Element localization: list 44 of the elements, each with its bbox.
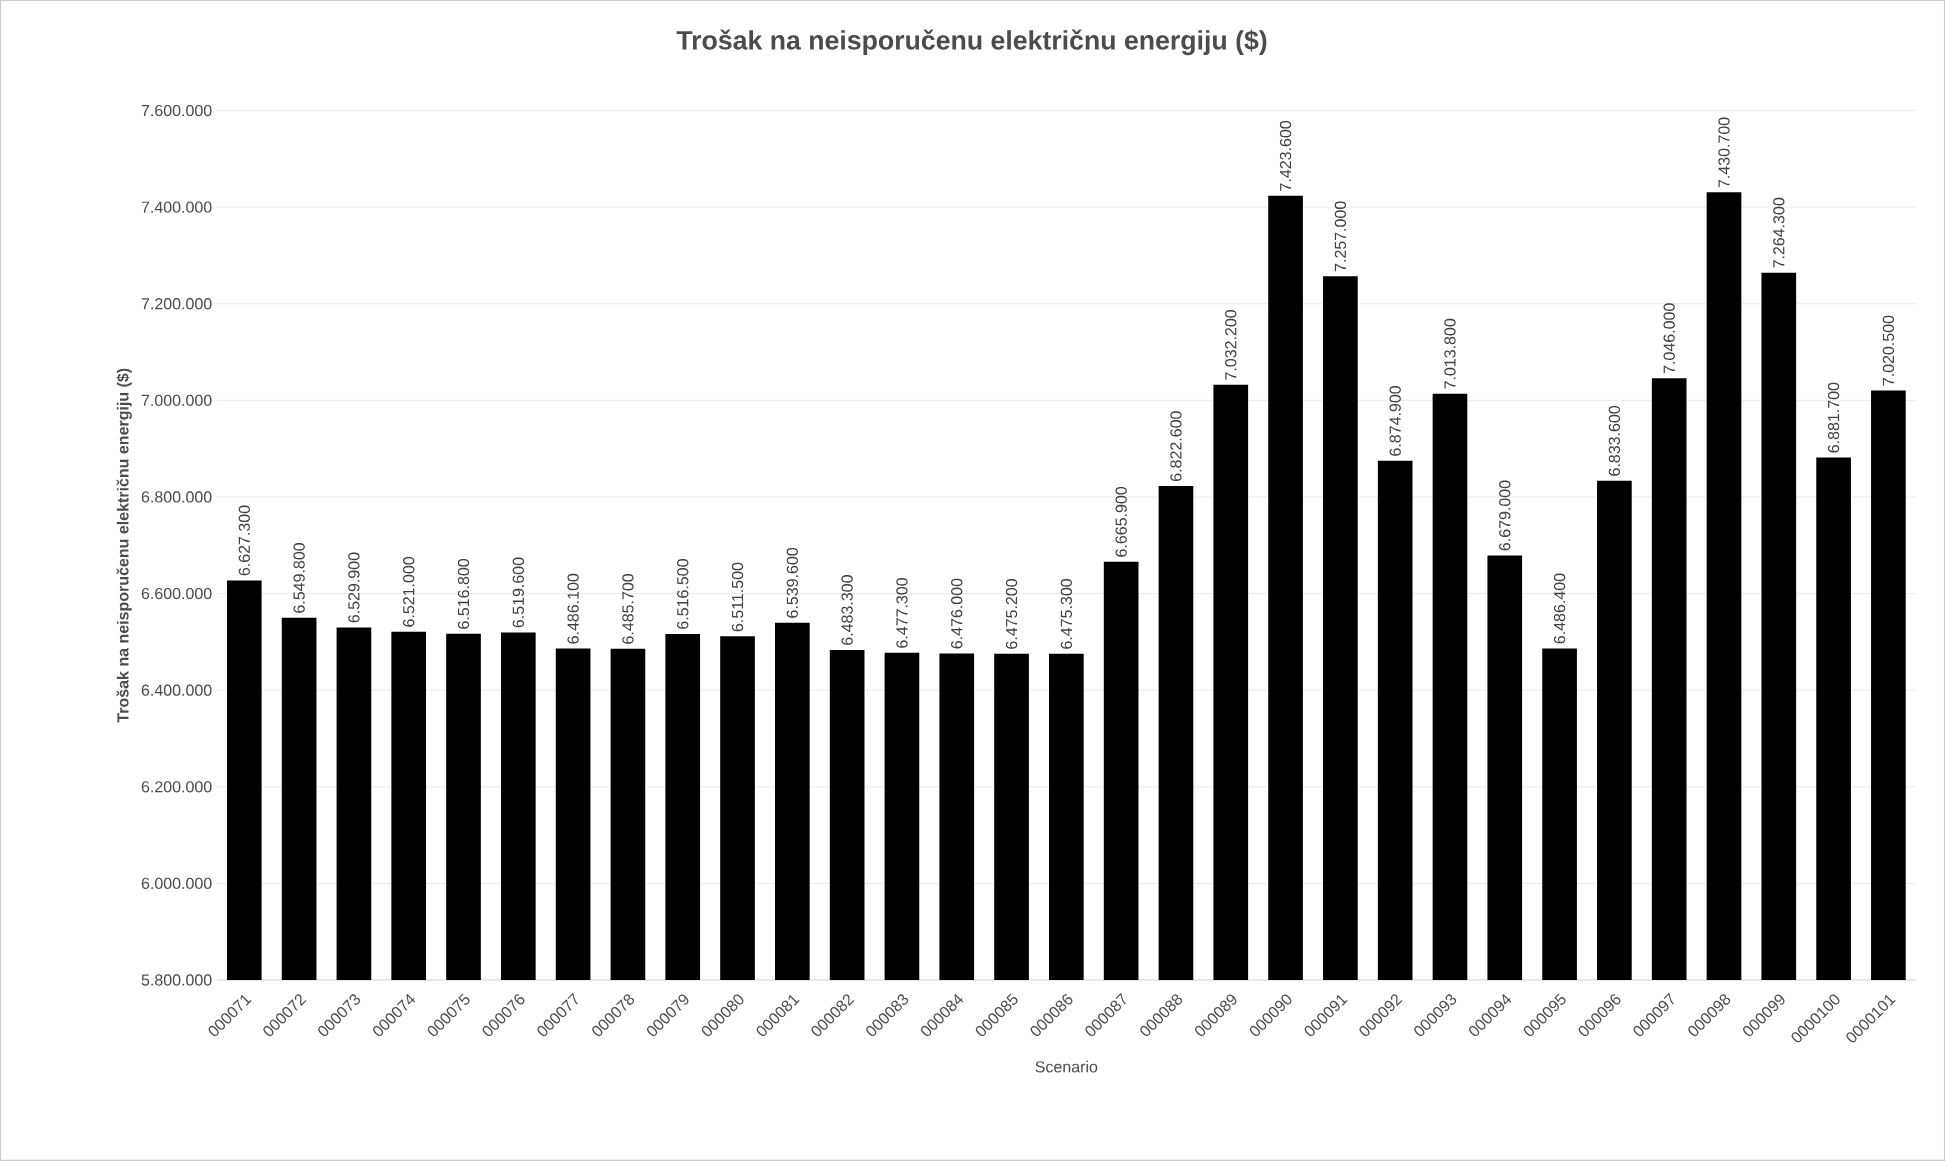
data-label: 6.833.600 <box>1608 405 1621 476</box>
data-label: 6.516.800 <box>457 558 470 629</box>
data-label: 7.032.200 <box>1225 310 1237 380</box>
y-tick-label: 7.000.000 <box>141 394 212 407</box>
y-tick-label: 7.600.000 <box>141 104 212 117</box>
chart-title: Trošak na neisporučenu električnu energiju ($) <box>676 29 1267 56</box>
data-label: 6.679.000 <box>1499 480 1511 551</box>
data-label: 6.516.500 <box>677 559 689 629</box>
data-label: 6.881.700 <box>1827 382 1840 453</box>
data-label: 6.477.300 <box>896 578 908 648</box>
data-label: 7.013.800 <box>1444 318 1456 389</box>
y-tick-label: 7.200.000 <box>141 298 212 310</box>
data-label: 6.627.300 <box>238 505 250 576</box>
data-label: 6.511.500 <box>731 562 744 632</box>
x-axis-title: Scenario <box>1035 1060 1098 1073</box>
data-label: 6.485.700 <box>622 574 634 644</box>
data-label: 6.549.800 <box>293 543 305 613</box>
y-tick-label: 5.800.000 <box>141 974 212 986</box>
data-label: 6.486.100 <box>567 573 579 644</box>
y-tick-label: 6.600.000 <box>141 587 212 600</box>
data-label: 7.046.000 <box>1663 303 1675 374</box>
y-tick-label: 6.800.000 <box>141 491 212 503</box>
y-tick-label: 6.400.000 <box>141 684 212 696</box>
y-tick-label: 6.000.000 <box>141 877 212 890</box>
data-label: 6.539.600 <box>786 547 798 618</box>
data-label: 6.519.600 <box>512 557 524 628</box>
y-axis-title: Trošak na neisporučenu električnu energiju ($) <box>116 368 132 723</box>
data-label: 6.529.900 <box>348 552 360 623</box>
data-label: 6.486.400 <box>1553 573 1566 644</box>
y-tick-label: 6.200.000 <box>141 781 212 793</box>
data-label: 6.475.200 <box>1005 579 1018 649</box>
data-label: 7.423.600 <box>1279 120 1292 191</box>
data-label: 7.020.500 <box>1882 315 1895 386</box>
data-label: 6.475.300 <box>1060 579 1073 649</box>
data-label: 6.822.600 <box>1170 411 1182 482</box>
y-tick-label: 7.400.000 <box>141 201 212 213</box>
data-label: 7.430.700 <box>1718 117 1730 188</box>
data-label: 6.665.900 <box>1115 486 1127 557</box>
data-label: 7.257.000 <box>1334 201 1347 272</box>
data-label: 6.483.300 <box>841 575 853 645</box>
data-label: 7.264.300 <box>1773 197 1785 268</box>
data-label: 6.874.900 <box>1389 386 1401 456</box>
data-label: 6.476.000 <box>951 578 963 649</box>
data-label: 6.521.000 <box>403 556 415 627</box>
